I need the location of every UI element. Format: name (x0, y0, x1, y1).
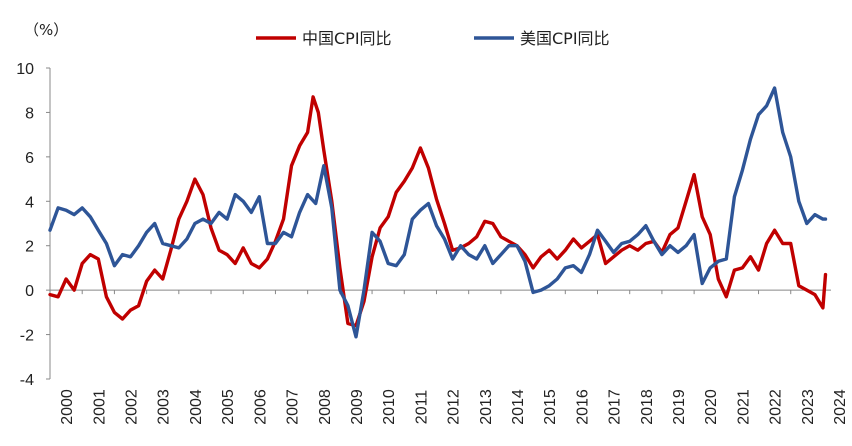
y-tick-label: 4 (25, 194, 34, 211)
legend-label-china-cpi: 中国CPI同比 (302, 29, 392, 48)
x-tick-label: 2021 (735, 389, 752, 425)
x-tick-label: 2004 (188, 389, 205, 425)
x-tick-label: 2010 (381, 389, 398, 425)
axes: -4 -2 0 2 4 6 8 10 2000 2001 2002 2003 2004 2005 2006 2… (16, 61, 849, 425)
y-tick-label: 6 (25, 150, 34, 167)
x-tick-label: 2007 (285, 389, 302, 425)
x-tick-label: 2006 (252, 389, 269, 425)
x-tick-label: 2020 (703, 389, 720, 425)
series-lines (48, 86, 828, 339)
y-tick-label: 8 (25, 105, 34, 122)
x-tick-label: 2014 (510, 389, 527, 425)
x-tick-label: 2000 (59, 389, 76, 425)
legend-label-us-cpi: 美国CPI同比 (520, 29, 610, 48)
y-tick-label: -4 (20, 372, 34, 389)
x-tick-label: 2013 (478, 389, 495, 425)
x-tick-label: 2002 (124, 389, 141, 425)
x-tick-label: 2012 (446, 389, 463, 425)
x-tick-label: 2003 (156, 389, 173, 425)
x-tick-label: 2008 (317, 389, 334, 425)
x-tick-label: 2011 (413, 390, 430, 425)
x-tick-label: 2015 (542, 389, 559, 425)
x-tick-label: 2016 (574, 389, 591, 425)
x-tick-label: 2024 (832, 389, 849, 425)
x-tick-label: 2005 (220, 389, 237, 425)
x-tick-label: 2009 (349, 389, 366, 425)
x-tick-label: 2023 (800, 389, 817, 425)
us-cpi-line (48, 86, 828, 339)
x-tick-label: 2022 (768, 389, 785, 425)
x-tick-label: 2017 (607, 389, 624, 425)
x-tick-label: 2019 (671, 389, 688, 425)
y-tick-label: 2 (25, 239, 34, 256)
y-tick-label: 10 (16, 61, 34, 78)
y-tick-label: -2 (20, 328, 34, 345)
legend: 中国CPI同比 美国CPI同比 (256, 29, 610, 48)
y-tick-label: 0 (25, 283, 34, 300)
x-tick-label: 2018 (639, 389, 656, 425)
china-cpi-line (48, 95, 828, 328)
y-axis-unit-label: （%） (24, 21, 68, 39)
x-tick-label: 2001 (91, 389, 108, 425)
